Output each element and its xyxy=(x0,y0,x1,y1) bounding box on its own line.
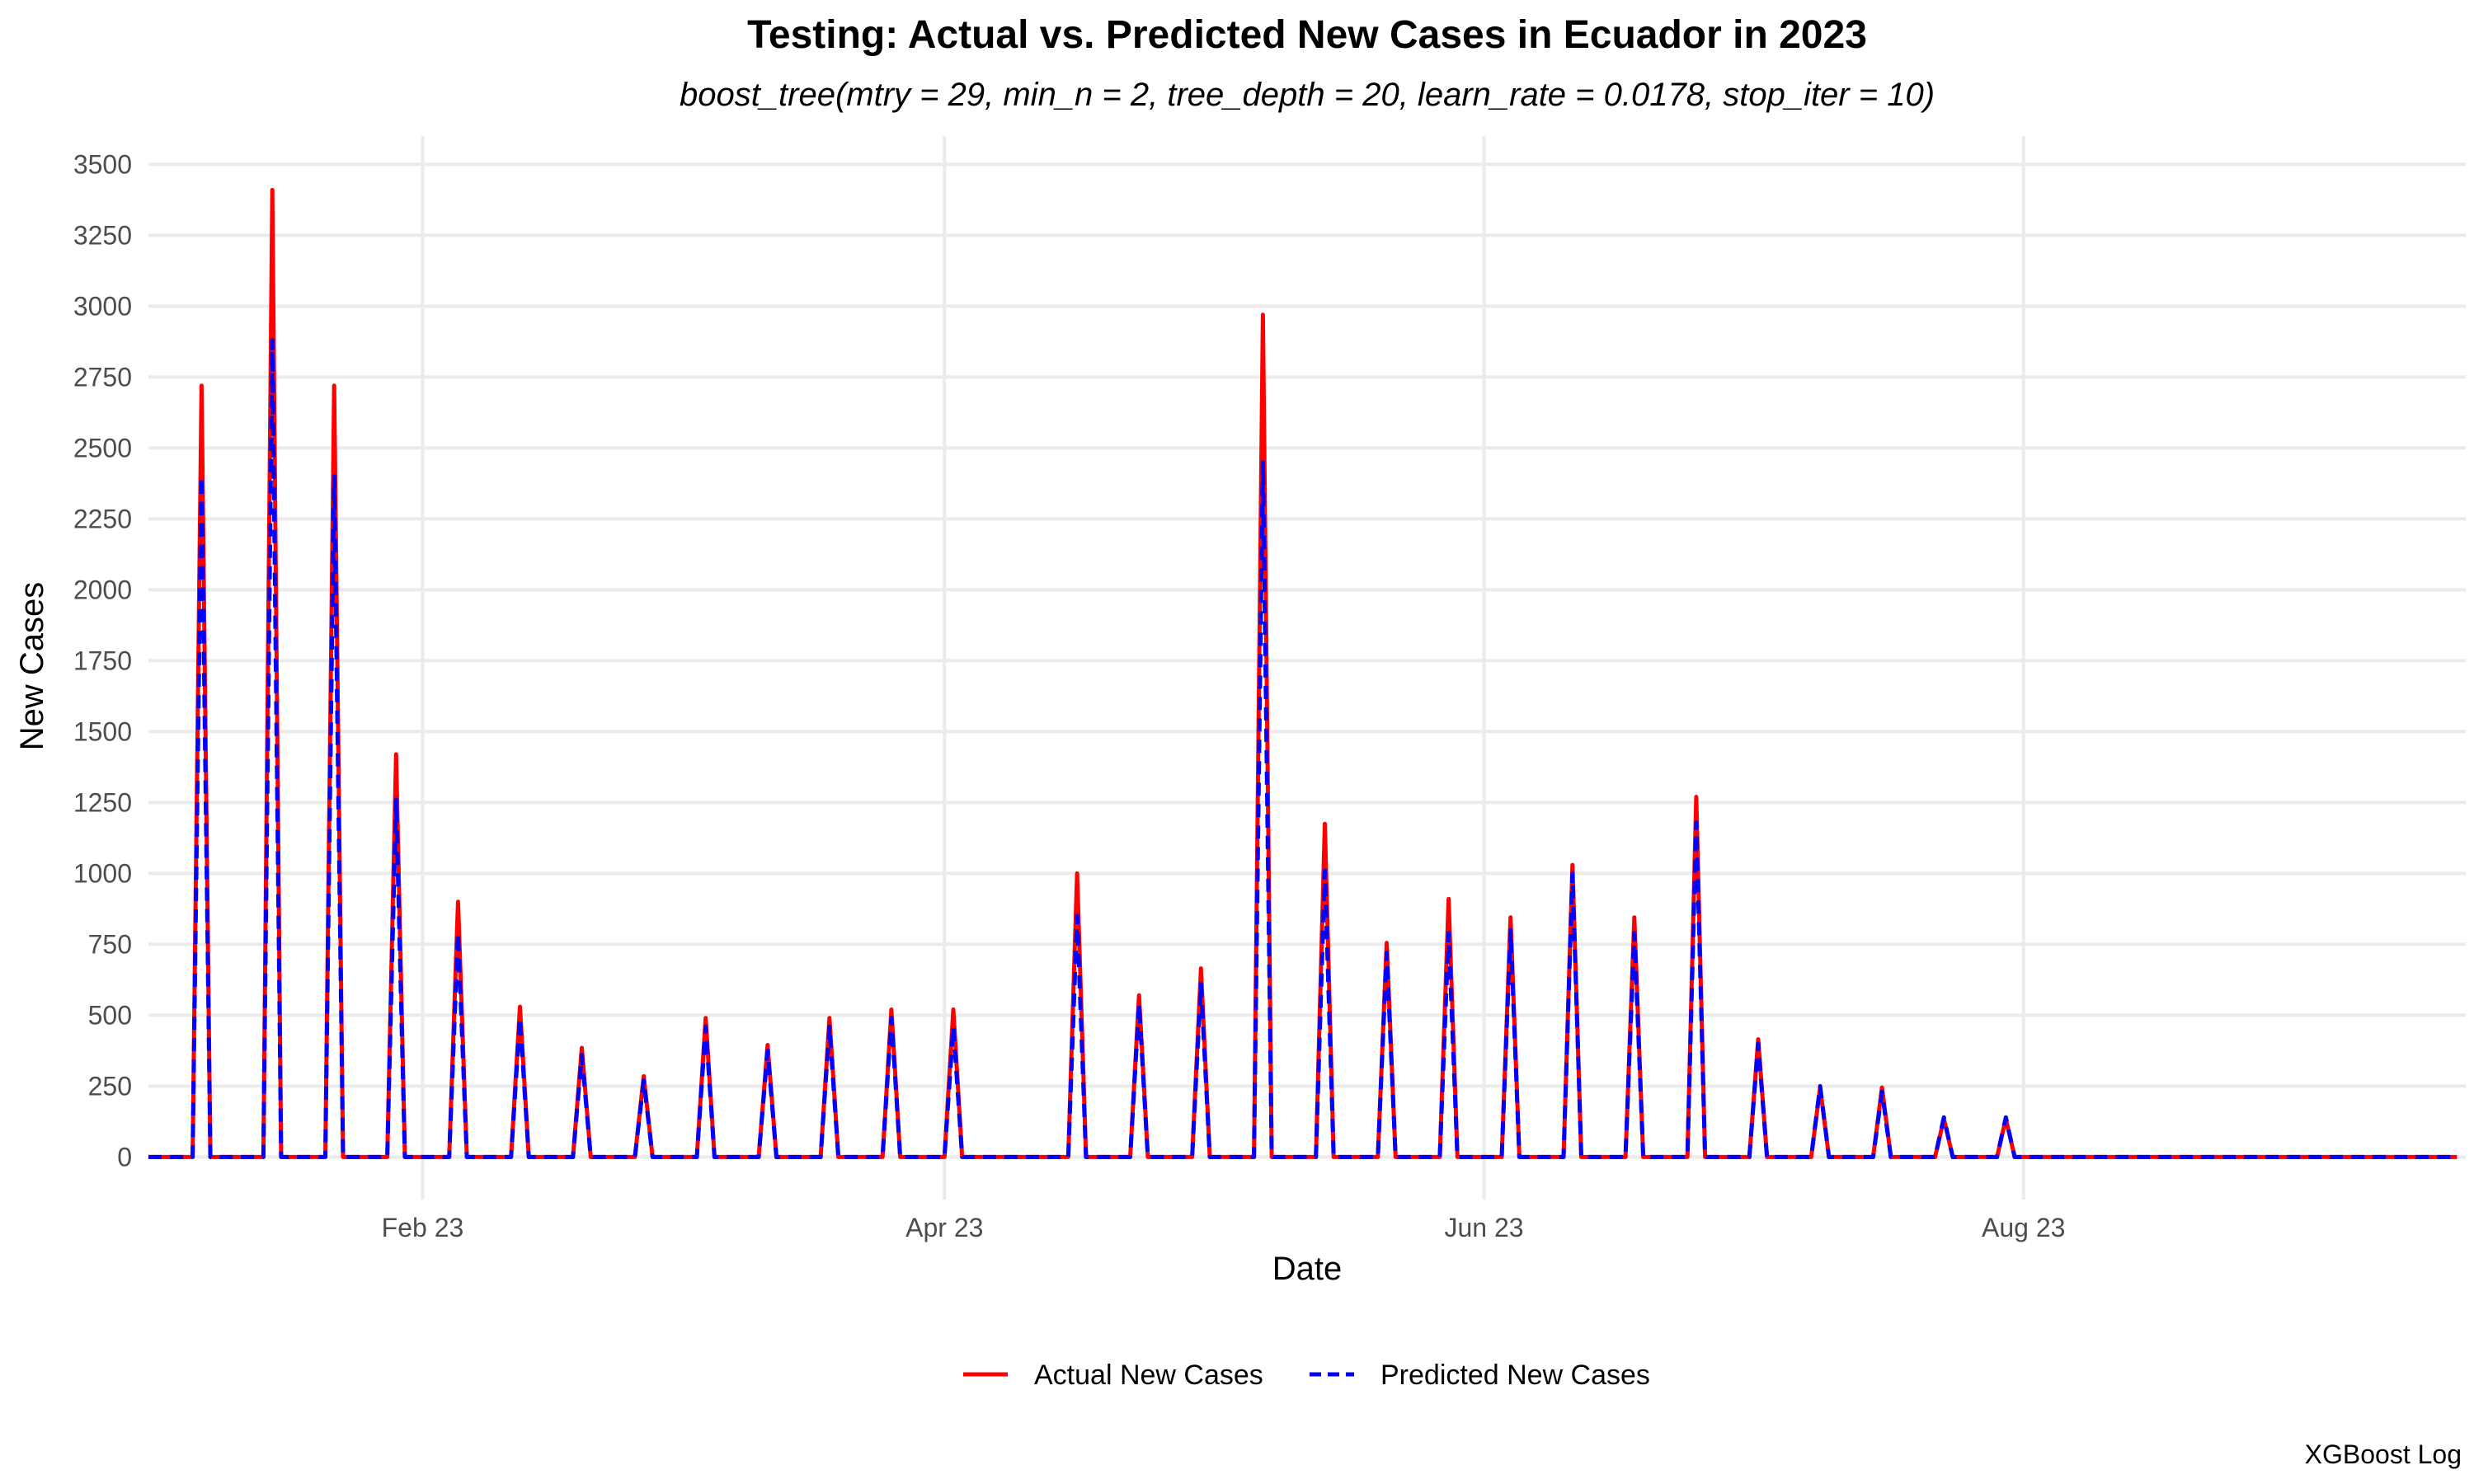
y-tick-label: 1250 xyxy=(73,787,132,817)
x-axis-title: Date xyxy=(1272,1251,1343,1287)
y-tick-label: 2000 xyxy=(73,575,132,604)
series-line-predicted xyxy=(148,338,2458,1159)
y-tick-label: 500 xyxy=(88,1000,132,1030)
y-tick-label: 2750 xyxy=(73,362,132,392)
grid-layer xyxy=(148,136,2466,1200)
chart-subtitle: boost_tree(mtry = 29, min_n = 2, tree_de… xyxy=(680,77,1935,113)
chart-title: Testing: Actual vs. Predicted New Cases … xyxy=(747,13,1867,57)
y-tick-label: 1500 xyxy=(73,716,132,746)
y-tick-label: 3500 xyxy=(73,149,132,179)
y-tick-label: 0 xyxy=(117,1142,132,1172)
y-tick-label: 1000 xyxy=(73,858,132,888)
series-line-actual xyxy=(148,187,2458,1159)
x-tick-label: Aug 23 xyxy=(1982,1213,2065,1242)
legend-label-predicted: Predicted New Cases xyxy=(1380,1360,1650,1391)
y-tick-label: 750 xyxy=(88,929,132,959)
y-tick-label: 1750 xyxy=(73,646,132,675)
x-tick-label: Jun 23 xyxy=(1444,1213,1523,1242)
y-tick-label: 3000 xyxy=(73,291,132,321)
y-tick-labels: 0 250 500 750 1000 1250 1500 1750 2000 2250 2500 27… xyxy=(73,149,132,1172)
legend-label-actual: Actual New Cases xyxy=(1034,1360,1263,1391)
y-tick-label: 250 xyxy=(88,1071,132,1101)
x-tick-labels: Feb 23 Apr 23 Jun 23 Aug 23 xyxy=(382,1213,2066,1242)
y-tick-label: 3250 xyxy=(73,220,132,250)
legend: Actual New Cases Predicted New Cases xyxy=(963,1360,1650,1391)
y-axis-title: New Cases xyxy=(14,582,50,751)
y-tick-label: 2500 xyxy=(73,433,132,463)
y-tick-label: 2250 xyxy=(73,504,132,533)
x-tick-label: Feb 23 xyxy=(382,1213,464,1242)
series-layer xyxy=(148,187,2458,1159)
x-tick-label: Apr 23 xyxy=(905,1213,983,1242)
chart-caption: XGBoost Log xyxy=(2305,1439,2462,1469)
